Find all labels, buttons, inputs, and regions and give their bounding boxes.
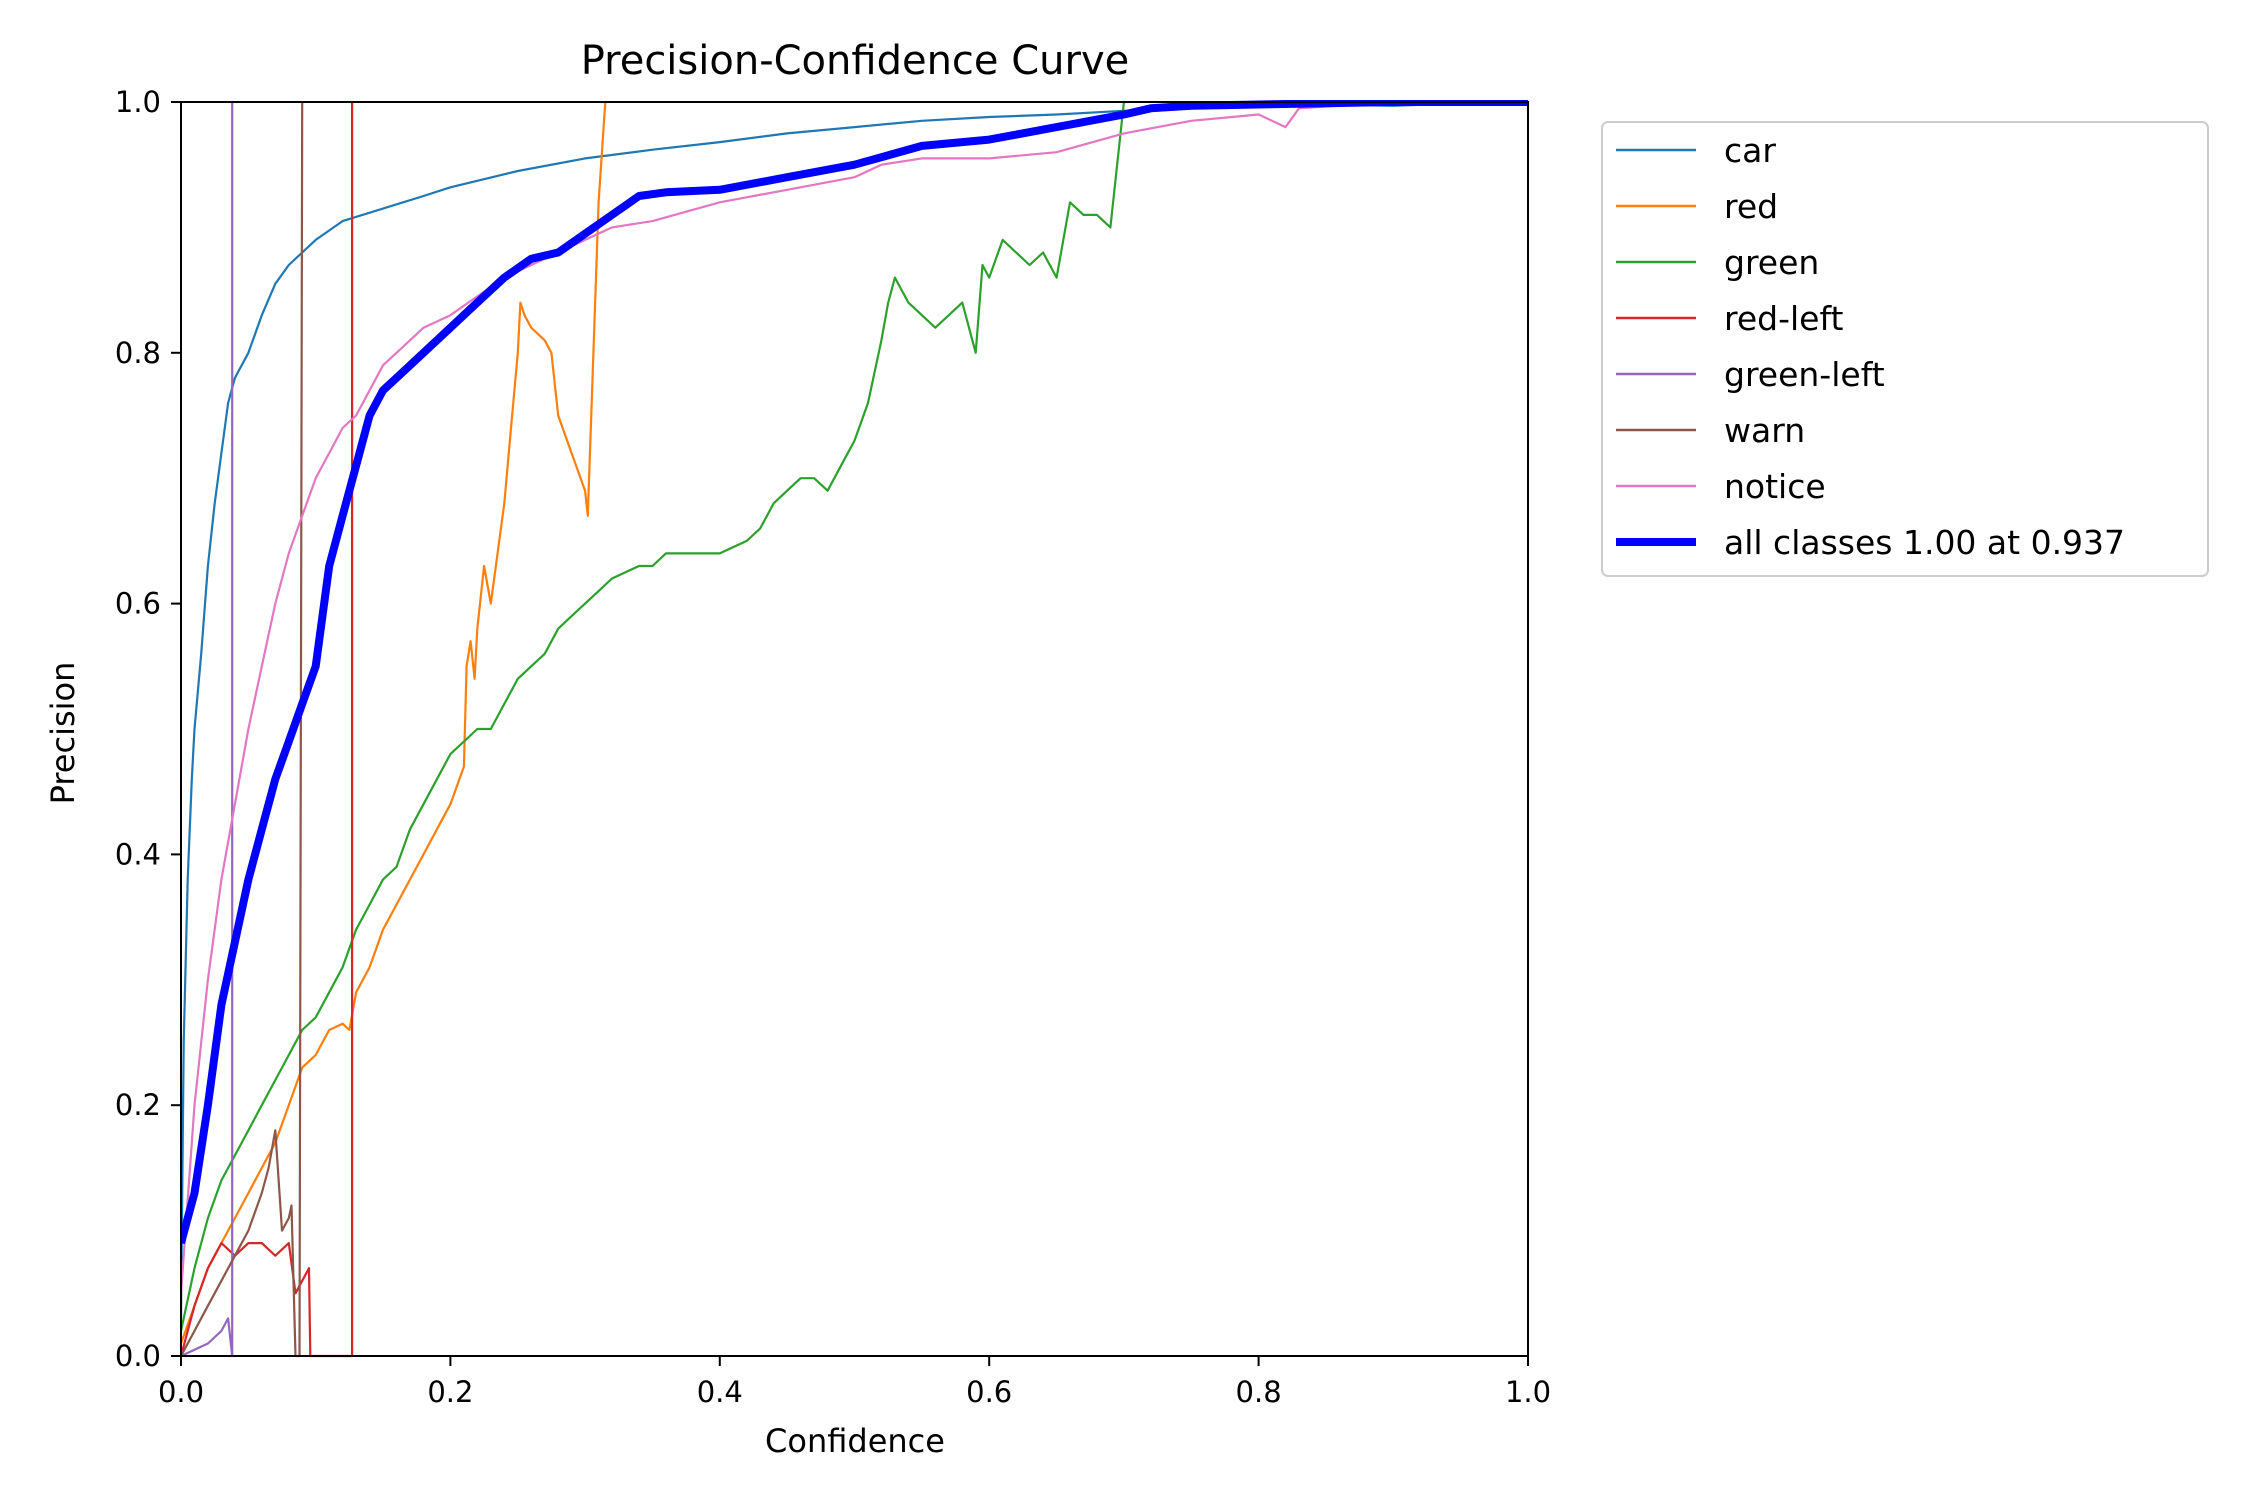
x-tick-label: 1.0 [1505,1375,1551,1409]
y-tick-label: 0.6 [115,587,161,621]
legend-label: green-left [1724,355,1885,394]
x-tick-label: 0.6 [966,1375,1012,1409]
y-tick-label: 0.2 [115,1088,161,1122]
x-axis-title: Confidence [765,1422,945,1460]
legend-label: warn [1724,411,1805,450]
y-tick-label: 1.0 [115,85,161,119]
series-line-warn [181,101,304,1358]
legend-label: car [1724,131,1776,170]
x-tick-label: 0.0 [158,1375,204,1409]
series-line-red [181,101,607,1344]
chart-title: Precision-Confidence Curve [581,38,1130,84]
legend-label: green [1724,243,1819,282]
axis-ticks: 0.0 0.2 0.4 0.6 0.8 1.0 0.0 0.2 0.4 0.6 0.8 1.0 [115,85,1551,1409]
series-line-green [181,101,1125,1332]
y-tick-label: 0.4 [115,837,161,871]
y-axis-title: Precision [44,662,82,805]
x-tick-label: 0.2 [427,1375,473,1409]
x-tick-label: 0.8 [1236,1375,1282,1409]
legend-label: red-left [1724,299,1844,338]
series-line-car [181,100,1528,1319]
legend-label: all classes 1.00 at 0.937 [1724,523,2125,562]
y-tick-label: 0.0 [115,1339,161,1373]
series-line-notice [181,100,1528,1294]
y-tick-label: 0.8 [115,336,161,370]
series-line-all [181,100,1528,1245]
plot-area [181,100,1528,1358]
plot-frame [180,101,1529,1357]
legend-label: red [1724,187,1778,226]
legend-label: notice [1724,467,1826,506]
series-line-green-left [181,102,234,1358]
legend: car red green red-left green-left warn notice a… [1601,121,2209,577]
legend-box [1601,121,2209,577]
x-tick-label: 0.4 [697,1375,743,1409]
series-line-red-left [181,102,354,1358]
